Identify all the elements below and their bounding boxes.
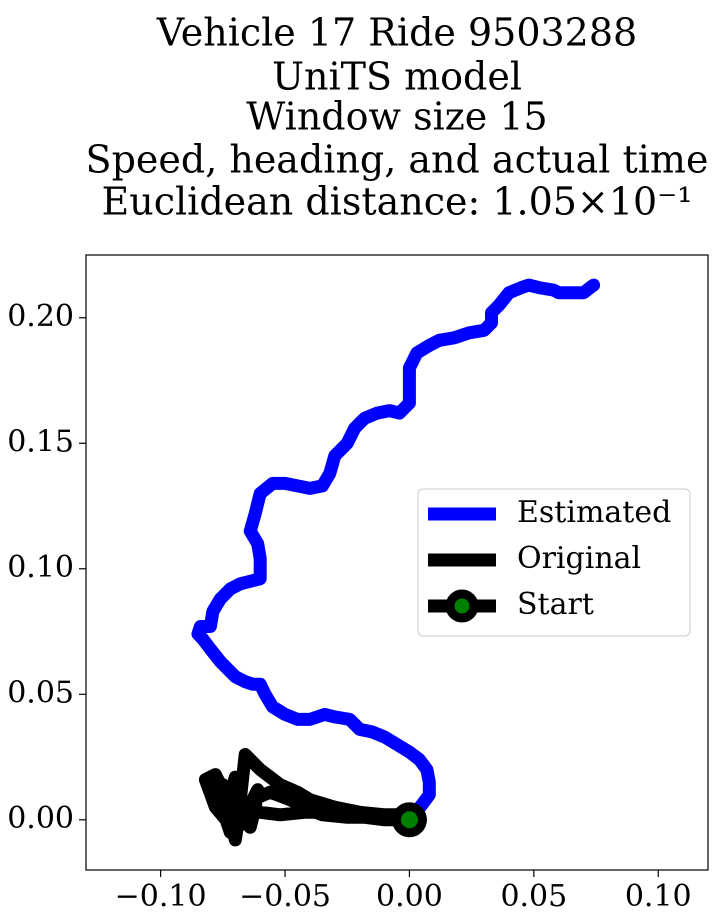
legend-label-start: Start — [517, 587, 594, 622]
x-tick-label: 0.00 — [376, 879, 443, 914]
legend: Estimated Original Start — [417, 488, 691, 637]
y-tick-label: 0.20 — [7, 299, 74, 334]
x-tick-label: 0.05 — [500, 879, 567, 914]
y-tick-label: 0.15 — [7, 424, 74, 459]
legend-box — [417, 488, 691, 637]
series-line-original — [198, 748, 416, 847]
plot-frame — [85, 254, 709, 871]
title-line-4: Speed, heading, and actual time — [86, 138, 709, 182]
legend-label-estimated: Estimated — [517, 495, 671, 530]
legend-label-original: Original — [517, 541, 641, 576]
start-marker — [391, 802, 427, 838]
x-tick-label: 0.10 — [625, 879, 692, 914]
title-line-5: Euclidean distance: 1.05×10⁻¹ — [102, 180, 693, 224]
legend-start-marker — [445, 589, 479, 623]
series-line-estimated — [191, 278, 601, 827]
x-tick-label: −0.05 — [239, 879, 331, 914]
title-line-3: Window size 15 — [246, 95, 547, 139]
title-line-2: UniTS model — [272, 55, 522, 99]
y-axis: 0.00 0.05 0.10 0.15 0.20 — [7, 299, 86, 836]
x-tick-label: −0.10 — [115, 879, 207, 914]
title-line-1: Vehicle 17 Ride 9503288 — [156, 11, 637, 55]
x-axis: −0.10 −0.05 0.00 0.05 0.10 — [115, 870, 692, 914]
series-layer — [191, 278, 601, 847]
y-tick-label: 0.05 — [7, 675, 74, 710]
y-tick-label: 0.00 — [7, 801, 74, 836]
y-tick-label: 0.10 — [7, 550, 74, 585]
